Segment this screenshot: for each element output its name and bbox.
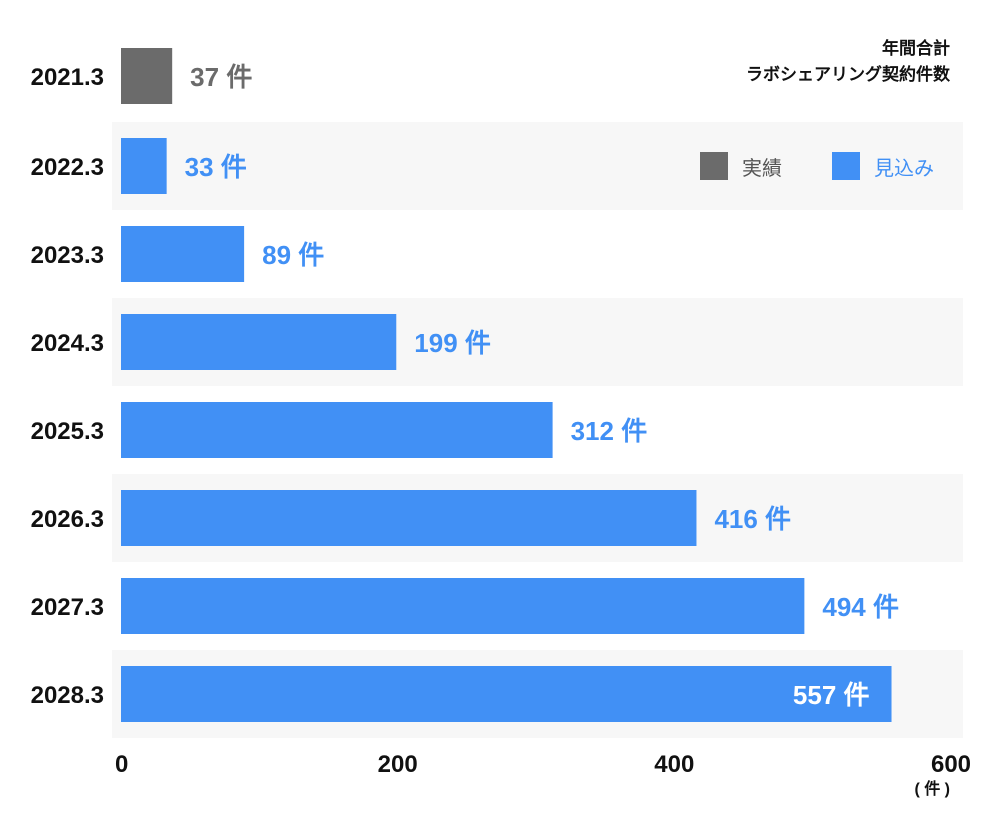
bar-2022.3 xyxy=(121,138,167,194)
chart-title-line-1: 年間合計 xyxy=(882,38,950,58)
bar-2027.3 xyxy=(121,578,805,634)
value-label: 557 件 xyxy=(793,680,870,710)
value-label: 33 件 xyxy=(185,152,247,182)
value-label: 199 件 xyxy=(414,328,491,358)
category-label: 2021.3 xyxy=(31,64,104,91)
category-label: 2026.3 xyxy=(31,506,104,533)
bar-2024.3 xyxy=(121,314,397,370)
row-band xyxy=(112,122,963,210)
legend-label-actual: 実績 xyxy=(742,157,782,180)
x-tick-label: 400 xyxy=(654,751,694,778)
bar-2021.3 xyxy=(121,48,173,104)
bar-2028.3 xyxy=(121,666,892,722)
bar-2025.3 xyxy=(121,402,553,458)
category-label: 2028.3 xyxy=(31,682,104,709)
category-label: 2023.3 xyxy=(31,242,104,269)
bar-2023.3 xyxy=(121,226,245,282)
legend: 実績 見込み xyxy=(700,152,934,180)
legend-label-forecast: 見込み xyxy=(874,157,934,180)
x-tick-label: 0 xyxy=(115,751,128,778)
legend-swatch-actual xyxy=(700,152,728,180)
x-tick-label: 600 xyxy=(931,751,971,778)
category-label: 2027.3 xyxy=(31,594,104,621)
category-label: 2024.3 xyxy=(31,330,104,357)
bar-2026.3 xyxy=(121,490,697,546)
value-label: 494 件 xyxy=(822,592,899,622)
category-label: 2022.3 xyxy=(31,154,104,181)
legend-swatch-forecast xyxy=(832,152,860,180)
chart-title-line-2: ラボシェアリング契約件数 xyxy=(746,64,951,84)
value-label: 89 件 xyxy=(262,240,324,270)
value-label: 37 件 xyxy=(190,62,252,92)
value-label: 416 件 xyxy=(714,504,791,534)
x-tick-label: 200 xyxy=(378,751,418,778)
category-label: 2025.3 xyxy=(31,418,104,445)
x-axis-unit: ( 件 ) xyxy=(914,779,950,798)
value-label: 312 件 xyxy=(571,416,648,446)
